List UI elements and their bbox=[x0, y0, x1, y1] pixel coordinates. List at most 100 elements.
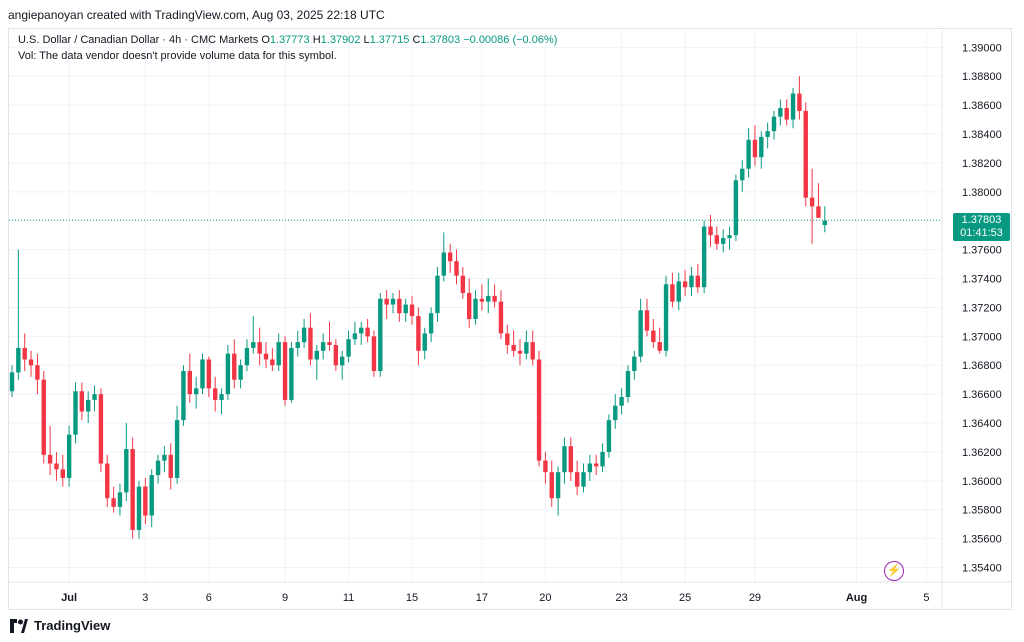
candle-body bbox=[397, 298, 402, 314]
candle-body bbox=[174, 420, 180, 478]
y-tick-label: 1.36400 bbox=[962, 418, 1002, 430]
candle-body bbox=[263, 353, 269, 360]
candle-body bbox=[270, 359, 275, 366]
high-value: 1.37902 bbox=[320, 34, 361, 46]
candle-body bbox=[676, 281, 681, 302]
bar-countdown: 01:41:53 bbox=[960, 227, 1003, 239]
candle-body bbox=[822, 220, 827, 226]
candle-body bbox=[136, 486, 142, 530]
candle-body bbox=[613, 405, 618, 421]
candle-body bbox=[390, 298, 396, 305]
candle-body bbox=[295, 342, 300, 348]
candle-body bbox=[555, 472, 561, 499]
x-tick-label: Aug bbox=[846, 592, 867, 604]
candle-body bbox=[200, 359, 205, 389]
candle-body bbox=[60, 469, 65, 478]
y-tick-label: 1.36200 bbox=[962, 447, 1002, 459]
candle-body bbox=[327, 342, 332, 346]
x-tick-label: 6 bbox=[206, 592, 212, 604]
candle-body bbox=[517, 350, 523, 354]
y-tick-label: 1.38600 bbox=[962, 100, 1002, 112]
candle-body bbox=[778, 108, 783, 117]
candle-body bbox=[66, 434, 72, 478]
candle-body bbox=[86, 399, 91, 412]
candle-body bbox=[733, 180, 739, 236]
symbol-name[interactable]: U.S. Dollar / Canadian Dollar · 4h · CMC… bbox=[18, 34, 259, 46]
candle-body bbox=[289, 347, 294, 400]
candle-body bbox=[721, 238, 726, 244]
candle-body bbox=[149, 475, 154, 516]
x-tick-label: 5 bbox=[923, 592, 929, 604]
candle-body bbox=[689, 275, 694, 288]
footer-brand-label: TradingView bbox=[34, 618, 111, 633]
candle-body bbox=[682, 281, 688, 288]
x-tick-label: 29 bbox=[749, 592, 761, 604]
candle-body bbox=[365, 327, 370, 337]
x-tick-label: 3 bbox=[142, 592, 148, 604]
candle-body bbox=[784, 108, 789, 120]
candle-body bbox=[225, 353, 231, 395]
volume-note: Vol: The data vendor doesn't provide vol… bbox=[18, 50, 337, 62]
candle-body bbox=[562, 446, 567, 473]
candle-body bbox=[651, 330, 656, 343]
candle-body bbox=[282, 342, 288, 400]
ohlc-legend: U.S. Dollar / Canadian Dollar · 4h · CMC… bbox=[18, 34, 557, 46]
candle-body bbox=[797, 93, 802, 111]
candle-body bbox=[117, 492, 123, 507]
candle-body bbox=[428, 313, 434, 334]
candle-body bbox=[454, 261, 459, 276]
candle-body bbox=[505, 333, 510, 346]
high-label: H bbox=[312, 34, 321, 46]
candle-body bbox=[28, 359, 34, 366]
candle-body bbox=[536, 359, 542, 461]
candle-body bbox=[92, 394, 97, 400]
footer-brand[interactable]: TradingView bbox=[10, 618, 110, 633]
candle-body bbox=[809, 197, 815, 207]
chart-credit: angiepanoyan created with TradingView.co… bbox=[8, 8, 385, 22]
candle-body bbox=[727, 235, 732, 239]
candle-body bbox=[511, 345, 516, 351]
lightning-bolt-icon[interactable]: ⚡ bbox=[884, 561, 904, 581]
candle-body bbox=[467, 292, 472, 320]
candle-body bbox=[111, 498, 116, 507]
candle-body bbox=[460, 275, 466, 293]
y-tick-label: 1.36000 bbox=[962, 476, 1002, 488]
candle-body bbox=[657, 342, 662, 351]
candle-body bbox=[530, 342, 535, 360]
candle-body bbox=[193, 388, 199, 395]
y-tick-label: 1.36600 bbox=[962, 389, 1002, 401]
candle-body bbox=[130, 449, 135, 530]
candle-body bbox=[105, 463, 110, 499]
candle-body bbox=[35, 365, 40, 380]
candle-body bbox=[803, 110, 808, 198]
candle-body bbox=[155, 460, 161, 476]
candle-body bbox=[54, 463, 59, 470]
candle-body bbox=[759, 136, 764, 158]
candle-body bbox=[308, 327, 313, 360]
y-tick-label: 1.38200 bbox=[962, 158, 1002, 170]
tradingview-logo-icon bbox=[10, 618, 28, 633]
candle-body bbox=[594, 463, 599, 467]
candle-body bbox=[574, 472, 580, 487]
low-value: 1.37715 bbox=[369, 34, 410, 46]
x-tick-label: 25 bbox=[679, 592, 691, 604]
candle-body bbox=[441, 252, 446, 276]
close-label: C bbox=[412, 34, 421, 46]
candle-body bbox=[549, 472, 554, 499]
candle-body bbox=[371, 336, 377, 372]
candle-body bbox=[9, 372, 15, 392]
y-tick-label: 1.38000 bbox=[962, 187, 1002, 199]
chart-frame bbox=[8, 28, 1012, 610]
candle-body bbox=[206, 359, 212, 389]
close-value: 1.37803 bbox=[420, 34, 461, 46]
candle-body bbox=[257, 342, 262, 354]
candle-body bbox=[162, 454, 167, 461]
candle-body bbox=[168, 454, 173, 478]
candle-body bbox=[625, 371, 631, 398]
candle-body bbox=[606, 420, 612, 452]
y-tick-label: 1.36800 bbox=[962, 360, 1002, 372]
candle-body bbox=[232, 353, 237, 380]
candle-body bbox=[416, 316, 421, 351]
candle-body bbox=[47, 454, 53, 464]
